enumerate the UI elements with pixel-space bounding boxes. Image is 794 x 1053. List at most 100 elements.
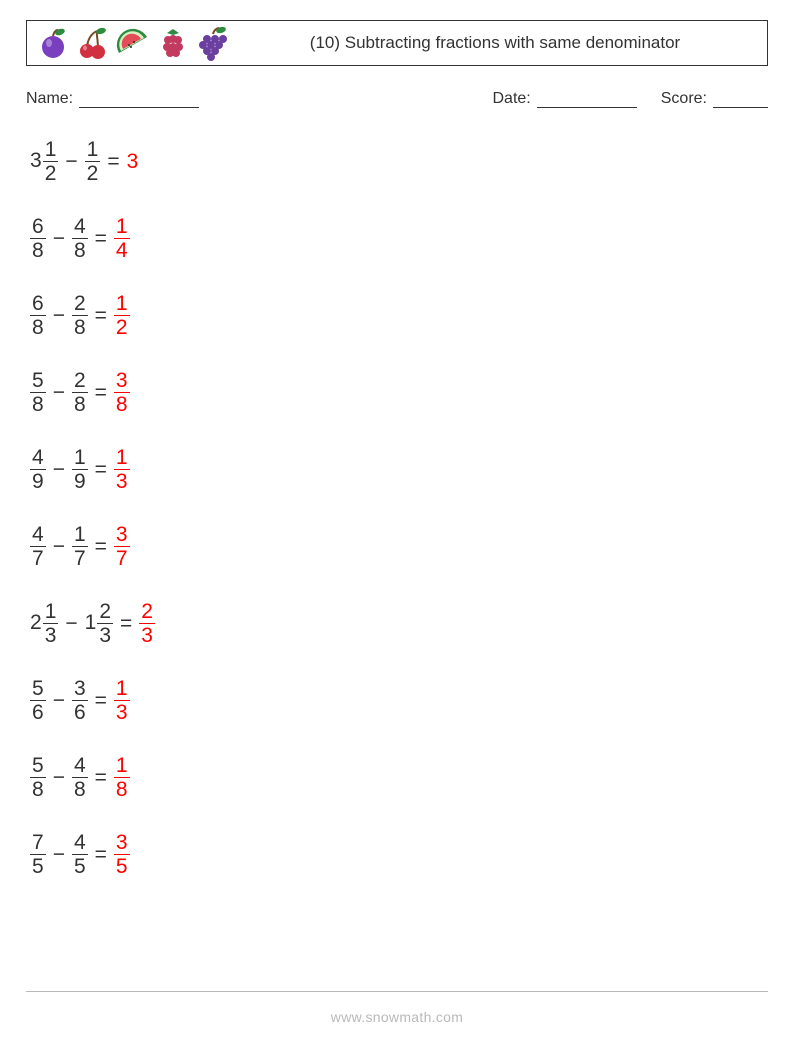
minus-sign: − (53, 227, 65, 251)
problem-row: 47−17=37 (30, 523, 768, 570)
fraction: 36 (72, 677, 88, 724)
footer-url: www.snowmath.com (0, 1009, 794, 1025)
raspberry-icon (155, 25, 191, 61)
answer: 38 (114, 369, 130, 416)
fruit-row (35, 25, 231, 61)
problem-row: 213−123=23 (30, 600, 768, 647)
numerator: 1 (72, 523, 88, 546)
numerator: 2 (97, 600, 113, 623)
fraction: 68 (30, 292, 46, 339)
denominator: 3 (139, 624, 155, 647)
minus-sign: − (53, 304, 65, 328)
minus-sign: − (53, 689, 65, 713)
problem-row: 68−28=12 (30, 292, 768, 339)
fraction: 12 (114, 292, 130, 339)
name-blank[interactable] (79, 90, 199, 108)
fraction: 58 (30, 369, 46, 416)
problem-row: 312−12=3 (30, 138, 768, 185)
problem-row: 68−48=14 (30, 215, 768, 262)
numerator: 4 (72, 754, 88, 777)
name-label: Name: (26, 90, 73, 108)
score-blank[interactable] (713, 90, 768, 108)
fraction: 58 (30, 754, 46, 801)
denominator: 3 (43, 624, 59, 647)
numerator: 1 (85, 138, 101, 161)
date-blank[interactable] (537, 90, 637, 108)
header-box: (10) Subtracting fractions with same den… (26, 20, 768, 66)
plum-icon (35, 25, 71, 61)
numerator: 4 (72, 831, 88, 854)
denominator: 7 (72, 547, 88, 570)
minus-sign: − (65, 150, 77, 174)
fraction: 14 (114, 215, 130, 262)
minus-sign: − (65, 612, 77, 636)
denominator: 8 (30, 239, 46, 262)
denominator: 8 (30, 393, 46, 416)
equals-sign: = (95, 304, 107, 328)
numerator: 2 (72, 369, 88, 392)
problem-row: 49−19=13 (30, 446, 768, 493)
denominator: 8 (114, 393, 130, 416)
denominator: 2 (114, 316, 130, 339)
fraction: 48 (72, 754, 88, 801)
equals-sign: = (95, 535, 107, 559)
problem-row: 58−28=38 (30, 369, 768, 416)
fraction: 12 (85, 138, 101, 185)
fraction: 38 (114, 369, 130, 416)
worksheet-title: (10) Subtracting fractions with same den… (231, 32, 759, 53)
whole-number: 3 (30, 149, 42, 172)
fraction: 17 (72, 523, 88, 570)
fraction: 12 (43, 138, 59, 185)
denominator: 3 (97, 624, 113, 647)
numerator: 5 (30, 677, 46, 700)
numerator: 5 (30, 369, 46, 392)
numerator: 4 (72, 215, 88, 238)
denominator: 8 (72, 239, 88, 262)
numerator: 3 (114, 523, 130, 546)
numerator: 1 (72, 446, 88, 469)
denominator: 7 (30, 547, 46, 570)
fraction: 13 (43, 600, 59, 647)
numerator: 6 (30, 215, 46, 238)
fraction: 48 (72, 215, 88, 262)
equals-sign: = (95, 227, 107, 251)
denominator: 9 (30, 470, 46, 493)
denominator: 8 (72, 778, 88, 801)
fraction: 47 (30, 523, 46, 570)
denominator: 4 (114, 239, 130, 262)
answer: 23 (139, 600, 155, 647)
denominator: 5 (30, 855, 46, 878)
score-label: Score: (661, 90, 707, 108)
answer: 18 (114, 754, 130, 801)
numerator: 5 (30, 754, 46, 777)
fraction: 75 (30, 831, 46, 878)
equals-sign: = (95, 458, 107, 482)
fraction: 13 (114, 446, 130, 493)
answer: 14 (114, 215, 130, 262)
denominator: 3 (114, 701, 130, 724)
minus-sign: − (53, 381, 65, 405)
answer: 37 (114, 523, 130, 570)
numerator: 1 (43, 600, 59, 623)
equals-sign: = (107, 150, 119, 174)
numerator: 2 (72, 292, 88, 315)
grapes-icon (195, 25, 231, 61)
denominator: 8 (72, 316, 88, 339)
problem-row: 75−45=35 (30, 831, 768, 878)
answer: 13 (114, 446, 130, 493)
numerator: 3 (72, 677, 88, 700)
numerator: 1 (114, 446, 130, 469)
fraction: 19 (72, 446, 88, 493)
problem-row: 58−48=18 (30, 754, 768, 801)
equals-sign: = (95, 843, 107, 867)
denominator: 2 (43, 162, 59, 185)
numerator: 4 (30, 523, 46, 546)
fraction: 23 (139, 600, 155, 647)
fraction: 13 (114, 677, 130, 724)
whole-number: 2 (30, 611, 42, 634)
fraction: 37 (114, 523, 130, 570)
denominator: 8 (114, 778, 130, 801)
equals-sign: = (95, 689, 107, 713)
whole-number: 1 (85, 611, 97, 634)
fraction: 18 (114, 754, 130, 801)
